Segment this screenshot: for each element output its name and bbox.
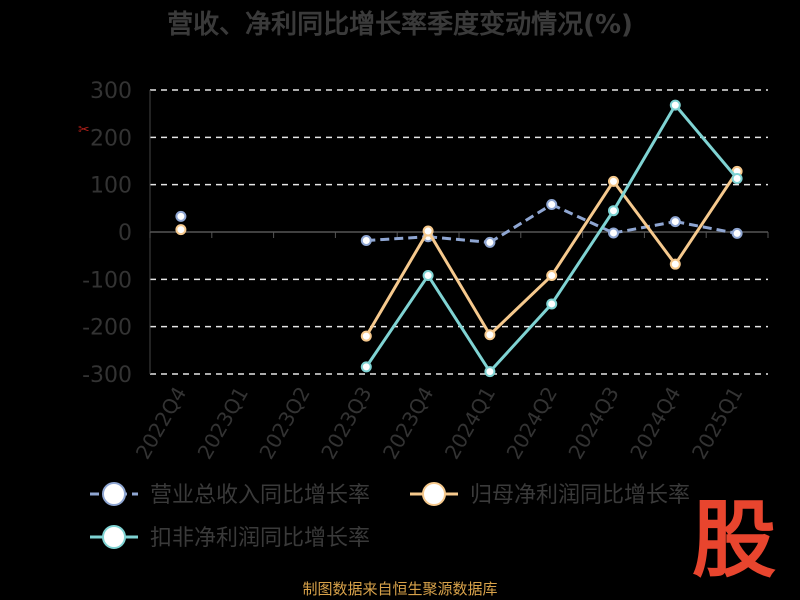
data-point	[360, 235, 372, 247]
x-tick-label: 2024Q2	[502, 383, 562, 464]
series-line-segment	[427, 235, 491, 244]
data-point	[546, 298, 558, 310]
data-point	[669, 216, 681, 228]
data-point	[484, 329, 496, 341]
series-line-segment	[550, 209, 615, 305]
y-tick-label: 300	[90, 79, 132, 104]
y-tick-label: -100	[82, 268, 132, 293]
x-tick-label: 2024Q1	[440, 383, 500, 464]
x-tick-label: 2022Q4	[131, 383, 191, 464]
data-point	[669, 258, 681, 270]
data-point	[731, 173, 743, 185]
y-tick-label: 200	[90, 126, 132, 151]
data-point	[608, 175, 619, 187]
x-tick-label: 2024Q3	[563, 383, 623, 464]
x-tick-label: 2025Q1	[687, 383, 747, 464]
legend-item[interactable]: 归母净利润同比增长率	[410, 482, 690, 508]
legend-marker	[102, 525, 126, 549]
series-line-segment	[489, 203, 553, 244]
data-source-footer: 制图数据来自恒生聚源数据库	[302, 580, 498, 598]
data-point	[484, 236, 496, 248]
series-line-segment	[426, 274, 492, 373]
data-point	[546, 199, 558, 211]
legend-marker	[102, 482, 126, 506]
x-tick-label: 2024Q4	[625, 383, 685, 464]
legend-label: 扣非净利润同比增长率	[150, 526, 370, 551]
series-line-segment	[426, 230, 492, 336]
data-point	[608, 227, 619, 239]
x-tick-label: 2023Q3	[316, 383, 376, 464]
data-point	[360, 361, 372, 373]
data-point	[546, 270, 558, 282]
series-line-segment	[675, 220, 738, 235]
data-point	[175, 210, 187, 222]
y-axis: 300 200 100 0 -100 -200 -300	[82, 79, 151, 388]
legend-item[interactable]: 营业总收入同比增长率	[90, 482, 370, 508]
series-line-segment	[613, 220, 676, 235]
series-line-segment	[488, 274, 553, 336]
series-1	[175, 165, 743, 342]
legend-label: 营业总收入同比增长率	[150, 483, 370, 508]
link-icon: ✂	[78, 122, 90, 138]
series-line-segment	[488, 302, 553, 373]
legend-item[interactable]: 扣非净利润同比增长率	[90, 525, 370, 551]
y-tick-label: 100	[90, 174, 132, 199]
series-line-segment	[366, 235, 429, 243]
x-tick-label: 2023Q4	[378, 382, 438, 463]
data-point	[669, 99, 681, 111]
chart-title: 营收、净利同比增长率季度变动情况(%)	[167, 9, 633, 40]
data-point	[608, 205, 619, 217]
series-line-segment	[674, 104, 739, 180]
series-line-segment	[365, 274, 430, 368]
data-point	[422, 270, 434, 282]
x-tick-label: 2023Q1	[193, 383, 253, 464]
y-tick-label: -300	[82, 363, 132, 388]
y-tick-label: -200	[82, 316, 132, 341]
data-point	[175, 224, 187, 236]
y-tick-label: 0	[118, 221, 132, 246]
legend-label: 归母净利润同比增长率	[470, 483, 690, 508]
logo: 股	[692, 491, 777, 589]
data-point	[484, 366, 496, 378]
data-point	[731, 227, 743, 239]
data-point	[422, 225, 434, 237]
x-tick-label: 2023Q2	[254, 383, 314, 464]
legend-marker	[422, 482, 446, 506]
series-2	[360, 99, 743, 378]
series-0	[175, 199, 743, 248]
series-layer	[175, 99, 743, 378]
series-line-segment	[365, 230, 430, 337]
series-line-segment	[612, 104, 677, 212]
series-line-segment	[674, 170, 739, 266]
data-point	[360, 330, 372, 342]
series-line-segment	[550, 180, 615, 277]
